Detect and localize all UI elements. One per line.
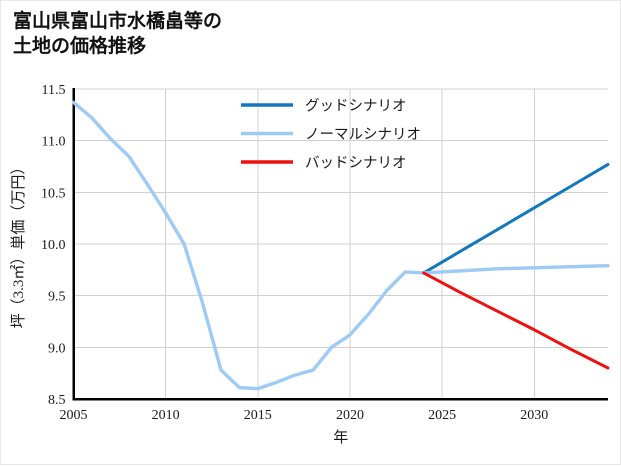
series-line [422, 162, 610, 275]
x-tick-label: 2030 [520, 408, 548, 423]
legend-label: グッドシナリオ [305, 98, 407, 115]
legend-label: ノーマルシナリオ [305, 127, 421, 143]
x-tick-label: 2025 [428, 408, 456, 423]
series-lines-group [71, 100, 610, 391]
x-tick-label: 2015 [244, 408, 272, 423]
x-axis-label: 年 [333, 429, 348, 446]
y-tick-label: 10.5 [41, 186, 66, 201]
y-tick-label: 9.0 [48, 341, 66, 356]
y-tick-label: 8.5 [48, 393, 66, 408]
y-tick-label: 9.5 [48, 290, 66, 305]
y-axis-label: 坪（3.3㎡）単価（万円） [10, 160, 27, 329]
y-axis-tick-labels: 8.5 9.0 9.5 10.0 10.5 11.0 11.5 [41, 83, 66, 408]
y-tick-label: 11.0 [42, 135, 66, 150]
series-line [422, 271, 610, 370]
gridlines-group [73, 88, 608, 399]
y-tick-label: 10.0 [41, 238, 66, 253]
axes-group [72, 88, 608, 401]
x-tick-label: 2010 [152, 408, 180, 423]
x-axis-tick-labels: 2005 2010 2015 2020 2025 2030 [60, 408, 549, 423]
series-line [71, 100, 610, 391]
legend-label: バッドシナリオ [305, 156, 407, 172]
x-tick-label: 2020 [336, 408, 364, 423]
page-title: 富山県富山市水橋畠等の 土地の価格推移 [13, 11, 223, 58]
x-tick-label: 2005 [60, 408, 88, 423]
y-tick-label: 11.5 [42, 83, 66, 98]
